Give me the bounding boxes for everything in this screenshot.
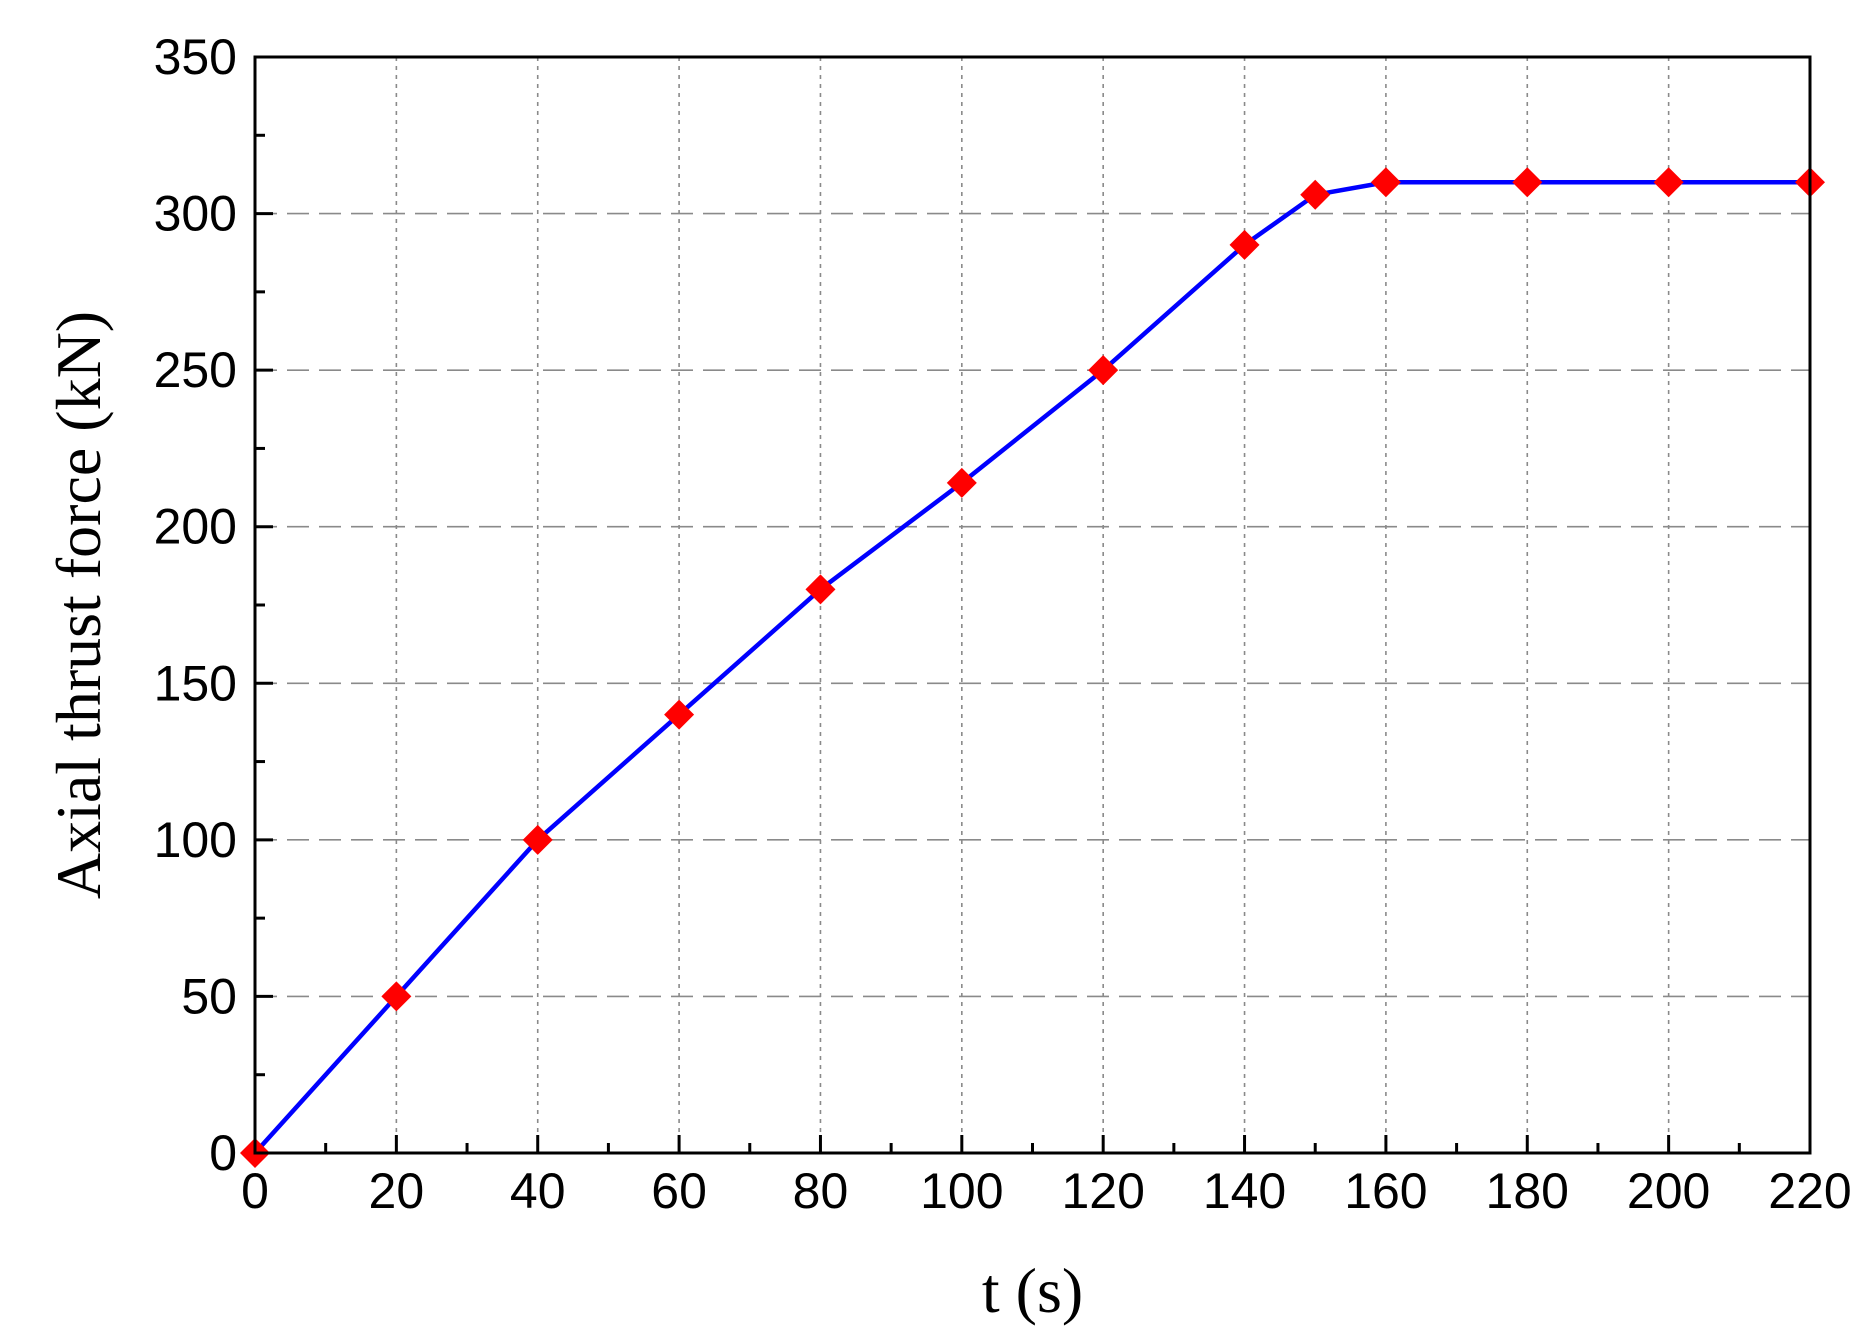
x-tick-label: 60 bbox=[651, 1163, 707, 1219]
y-tick-label: 300 bbox=[154, 186, 237, 242]
x-tick-label: 100 bbox=[920, 1163, 1003, 1219]
data-point bbox=[805, 574, 836, 605]
x-tick-label: 220 bbox=[1768, 1163, 1851, 1219]
x-tick-label: 120 bbox=[1061, 1163, 1144, 1219]
grid bbox=[255, 57, 1810, 1153]
data-point bbox=[1370, 167, 1401, 198]
x-tick-label: 40 bbox=[510, 1163, 566, 1219]
x-tick-label: 200 bbox=[1627, 1163, 1710, 1219]
x-axis-title: t (s) bbox=[982, 1255, 1083, 1326]
y-tick-label: 100 bbox=[154, 812, 237, 868]
tick-marks bbox=[253, 55, 1812, 1155]
data-point bbox=[381, 981, 412, 1012]
series-line bbox=[253, 180, 1810, 1155]
y-tick-label: 150 bbox=[154, 655, 237, 711]
plot-frame bbox=[253, 55, 1812, 1155]
y-tick-label: 200 bbox=[154, 499, 237, 555]
x-tick-label: 80 bbox=[793, 1163, 849, 1219]
y-axis-title: Axial thrust force (kN) bbox=[43, 311, 114, 899]
data-point bbox=[664, 699, 695, 730]
data-point bbox=[522, 824, 553, 855]
y-tick-label: 250 bbox=[154, 342, 237, 398]
x-tick-label: 20 bbox=[369, 1163, 425, 1219]
tick-labels: 0 20 40 60 80 100 120 140 160 180 200 220 0 50 100 150 2… bbox=[154, 29, 1852, 1219]
data-point bbox=[1229, 229, 1260, 260]
data-point bbox=[1512, 167, 1543, 198]
data-point bbox=[1653, 167, 1684, 198]
data-point bbox=[1300, 179, 1331, 210]
x-tick-label: 180 bbox=[1486, 1163, 1569, 1219]
y-tick-label: 350 bbox=[154, 29, 237, 85]
x-tick-label: 140 bbox=[1203, 1163, 1286, 1219]
series bbox=[240, 167, 1825, 1168]
x-tick-label: 160 bbox=[1344, 1163, 1427, 1219]
y-tick-label: 50 bbox=[181, 968, 237, 1024]
x-tick-label: 0 bbox=[241, 1163, 269, 1219]
data-point bbox=[946, 467, 977, 498]
y-tick-label: 0 bbox=[209, 1125, 237, 1181]
data-point bbox=[1088, 355, 1119, 386]
